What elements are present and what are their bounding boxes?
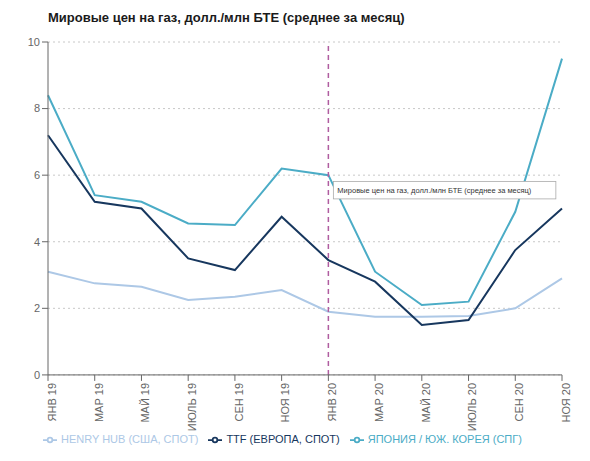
svg-text:Мировые цен на газ, долл./млн: Мировые цен на газ, долл./млн БТЕ (средн… xyxy=(337,186,531,195)
svg-text:4: 4 xyxy=(34,236,40,248)
svg-text:МАЙ 20: МАЙ 20 xyxy=(420,383,432,423)
svg-text:2: 2 xyxy=(34,302,40,314)
svg-text:МАР 19: МАР 19 xyxy=(93,383,105,422)
svg-text:6: 6 xyxy=(34,169,40,181)
html-text:Мировые цен на газ, долл./млн: Мировые цен на газ, долл./млн БТЕ (средн… xyxy=(48,10,405,25)
svg-text:СЕН 20: СЕН 20 xyxy=(513,383,525,422)
svg-text:ИЮЛЬ 20: ИЮЛЬ 20 xyxy=(466,383,478,431)
html-text:TTF (ЕВРОПА, СПОТ): TTF (ЕВРОПА, СПОТ) xyxy=(226,432,340,445)
svg-text:8: 8 xyxy=(34,102,40,114)
svg-text:МАР 20: МАР 20 xyxy=(373,383,385,422)
svg-text:НОЯ 19: НОЯ 19 xyxy=(279,383,291,423)
svg-text:ЯНВ 19: ЯНВ 19 xyxy=(46,383,58,422)
html-text:HENRY HUB (США, СПОТ): HENRY HUB (США, СПОТ) xyxy=(61,432,199,445)
svg-text:НОЯ 20: НОЯ 20 xyxy=(560,383,572,423)
svg-text:МАЙ 19: МАЙ 19 xyxy=(139,383,151,423)
svg-text:10: 10 xyxy=(28,36,40,48)
svg-text:ИЮЛЬ 19: ИЮЛЬ 19 xyxy=(186,383,198,431)
svg-text:СЕН 19: СЕН 19 xyxy=(233,383,245,422)
svg-text:ЯНВ 20: ЯНВ 20 xyxy=(326,383,338,422)
svg-text:0: 0 xyxy=(34,369,40,381)
html-text:ЯПОНИЯ / ЮЖ. КОРЕЯ (СПГ): ЯПОНИЯ / ЮЖ. КОРЕЯ (СПГ) xyxy=(367,432,522,445)
